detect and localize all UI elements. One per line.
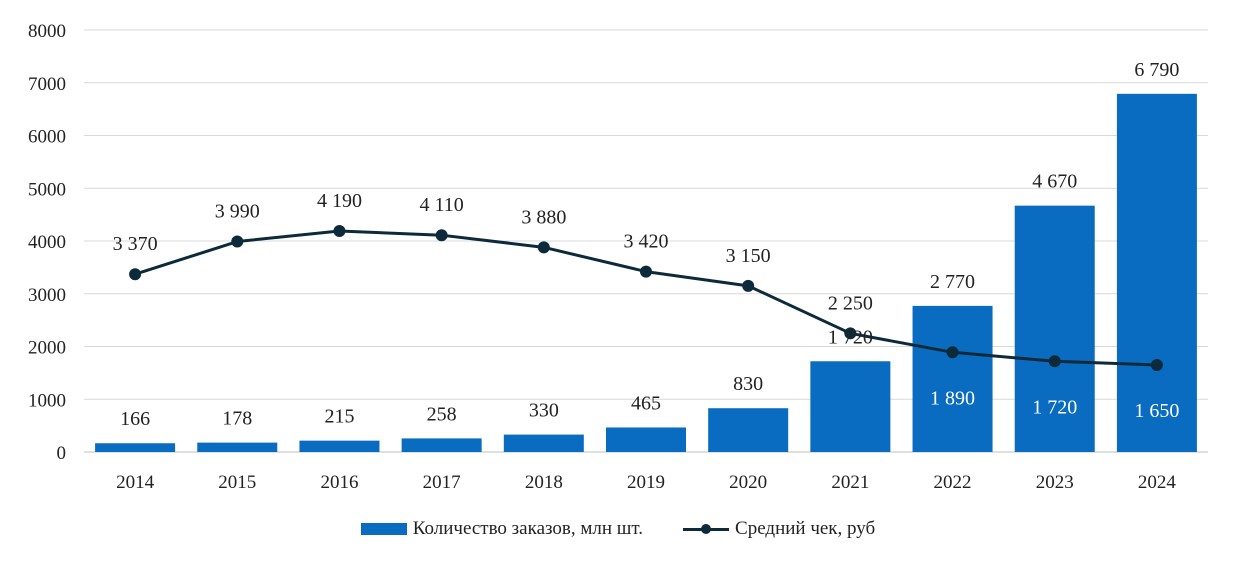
bar-data-label: 2 770	[930, 271, 975, 293]
legend: Количество заказов, млн шт. Средний чек,…	[0, 518, 1236, 540]
y-tick-label: 7000	[28, 74, 66, 95]
line-point	[129, 268, 142, 281]
line-point	[742, 279, 755, 292]
bar-data-label: 1 720	[828, 326, 873, 348]
chart: 0 1000 2000 3000 4000 5000 6000 7000 8000 2014 201…	[28, 21, 1208, 493]
bar-data-label: 166	[120, 408, 150, 430]
x-tick-label: 2022	[934, 472, 972, 493]
bar	[95, 443, 176, 452]
y-tick-label: 6000	[28, 127, 66, 148]
y-tick-label: 3000	[28, 285, 66, 306]
line-point	[1048, 355, 1061, 368]
bar	[1014, 205, 1095, 452]
line-point	[435, 229, 448, 242]
bar-data-label: 830	[733, 373, 763, 395]
y-tick-label: 1000	[28, 390, 66, 411]
bar-data-label: 4 670	[1032, 171, 1077, 193]
y-tick-label: 2000	[28, 338, 66, 359]
legend-item-orders: Количество заказов, млн шт.	[360, 518, 644, 540]
line-data-label: 3 880	[521, 206, 566, 228]
bar	[197, 442, 278, 452]
line-data-label: 4 190	[317, 190, 362, 212]
bar	[1116, 93, 1197, 452]
x-tick-label: 2014	[116, 472, 155, 493]
bar-data-label: 330	[529, 400, 559, 422]
line-point	[1150, 358, 1163, 371]
y-tick-label: 4000	[28, 232, 66, 253]
bar-data-label: 178	[222, 408, 252, 430]
x-tick-label: 2016	[320, 472, 358, 493]
bar	[810, 361, 891, 452]
legend-bar-swatch	[360, 523, 407, 535]
line-point	[946, 346, 959, 359]
bar	[912, 305, 993, 452]
bar-data-label: 258	[427, 403, 457, 425]
x-tick-label: 2024	[1138, 472, 1177, 493]
bar	[708, 408, 789, 452]
line-point	[231, 235, 244, 248]
line-point	[844, 327, 857, 340]
line-point	[537, 241, 550, 254]
x-tick-label: 2021	[831, 472, 869, 493]
y-tick-label: 5000	[28, 179, 66, 200]
y-tick-label: 0	[57, 443, 67, 464]
line-data-label: 3 370	[113, 233, 158, 255]
line-data-label: 3 420	[624, 231, 669, 253]
x-tick-label: 2017	[423, 472, 461, 493]
bar	[503, 434, 584, 452]
legend-label-orders: Количество заказов, млн шт.	[412, 518, 644, 539]
bar	[401, 438, 482, 452]
x-tick-label: 2015	[218, 472, 256, 493]
line-data-label: 4 110	[420, 194, 464, 216]
bar	[299, 440, 380, 452]
line-point	[640, 265, 652, 278]
legend-label-avg-check: Средний чек, руб	[735, 518, 876, 539]
x-tick-label: 2023	[1036, 472, 1074, 493]
x-tick-label: 2020	[729, 472, 767, 493]
x-tick-label: 2018	[525, 472, 563, 493]
bar-data-label: 215	[324, 406, 354, 428]
line-data-label: 1 890	[930, 387, 975, 409]
bar	[606, 427, 686, 452]
y-tick-label: 8000	[28, 21, 66, 42]
line-point	[333, 224, 346, 237]
line-data-label: 1 720	[1032, 396, 1077, 418]
x-tick-label: 2019	[627, 472, 665, 493]
line-data-label: 3 990	[215, 201, 260, 223]
line-data-label: 1 650	[1134, 400, 1179, 422]
line-data-label: 3 150	[726, 245, 771, 267]
bar-data-label: 6 790	[1134, 59, 1179, 81]
bar-data-label: 465	[631, 392, 661, 414]
legend-line-swatch	[683, 519, 730, 539]
legend-item-avg-check: Средний чек, руб	[683, 518, 875, 540]
line-data-label: 2 250	[828, 292, 873, 314]
